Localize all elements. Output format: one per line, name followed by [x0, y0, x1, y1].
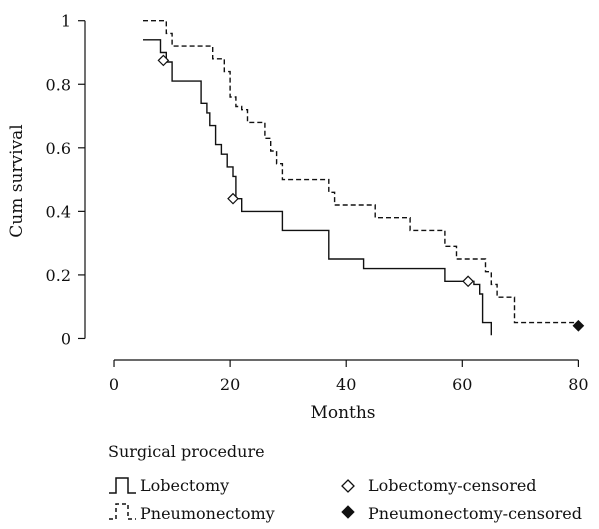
censored-marker-pneumonectomy [572, 319, 585, 332]
x-axis-label: Months [310, 403, 375, 423]
y-axis-label: Cum survival [7, 124, 27, 238]
y-tick-label: 0.2 [46, 266, 71, 285]
series-layer [143, 20, 585, 336]
axes: 0 0.2 0.4 0.6 0.8 1 0 20 40 60 80 [46, 12, 589, 394]
legend-lobectomy-censored-label: Lobectomy-censored [368, 476, 537, 495]
legend-title: Surgical procedure [108, 442, 265, 461]
x-tick-label: 0 [109, 375, 119, 394]
series-line-pneumonectomy [143, 20, 580, 326]
legend-lobectomy-label: Lobectomy [140, 476, 230, 495]
y-tick-label: 0.6 [46, 139, 71, 158]
legend-pneumonectomy-line-icon [109, 503, 136, 520]
x-tick-label: 40 [336, 375, 356, 394]
y-tick-label: 0 [61, 329, 71, 348]
y-tick-label: 1 [61, 12, 71, 31]
censored-marker-lobectomy [227, 192, 239, 205]
legend-filled-diamond-icon [341, 505, 355, 519]
y-tick-label: 0.8 [46, 75, 71, 94]
x-tick-label: 80 [568, 375, 588, 394]
y-tick-label: 0.4 [46, 202, 71, 221]
x-tick-label: 60 [452, 375, 472, 394]
legend-open-diamond-icon [341, 479, 355, 493]
legend-pneumonectomy-label: Pneumonectomy [140, 504, 275, 523]
legend-lobectomy-line-icon [109, 477, 136, 494]
legend-pneumonectomy-censored-label: Pneumonectomy-censored [368, 504, 582, 523]
series-line-lobectomy [143, 39, 492, 336]
censored-marker-lobectomy [157, 54, 170, 67]
censored-marker-lobectomy [462, 275, 474, 288]
x-tick-label: 20 [220, 375, 240, 394]
